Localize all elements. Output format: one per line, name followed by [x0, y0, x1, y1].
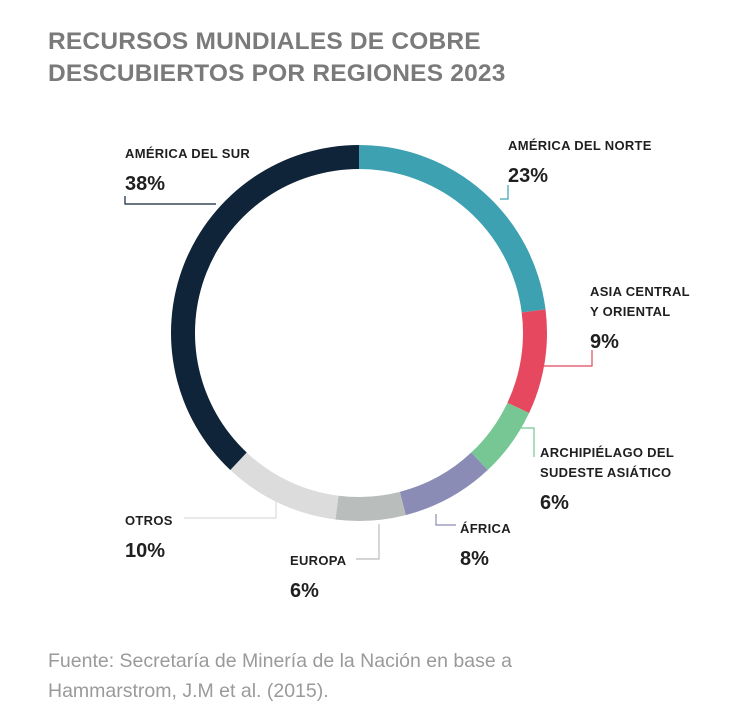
slice-value-otros: 10%: [125, 540, 165, 562]
chart-title: RECURSOS MUNDIALES DE COBRE DESCUBIERTOS…: [48, 26, 688, 90]
slice-america-del-norte: [359, 145, 546, 313]
slice-label-otros-line-1: OTROS: [125, 513, 173, 528]
label-africa: ÁFRICA 8%: [460, 521, 511, 570]
slice-label-archipielago-del-sudeste-asiatico-line-2: SUDESTE ASIÁTICO: [540, 465, 671, 480]
leader-line-america-del-norte: [500, 185, 509, 200]
slice-europa: [335, 491, 406, 521]
slice-value-europa: 6%: [290, 580, 319, 602]
slice-label-africa-line-1: ÁFRICA: [460, 521, 511, 536]
chart-title-line-2: DESCUBIERTOS POR REGIONES 2023: [48, 60, 506, 87]
source-line-2: Hammarstrom, J.M et al. (2015).: [48, 680, 329, 702]
leader-line-europa: [356, 524, 380, 560]
slice-otros: [230, 452, 339, 520]
slice-value-archipielago-del-sudeste-asiatico: 6%: [540, 492, 569, 514]
label-europa: EUROPA 6%: [290, 553, 347, 602]
slice-value-asia-central-y-oriental: 9%: [590, 331, 619, 353]
chart-title-line-1: RECURSOS MUNDIALES DE COBRE: [48, 28, 481, 55]
label-america-del-norte: AMÉRICA DEL NORTE 23%: [508, 138, 652, 187]
leader-line-otros: [184, 498, 277, 519]
slice-value-africa: 8%: [460, 548, 489, 570]
source-line-1: Fuente: Secretaría de Minería de la Naci…: [48, 650, 512, 672]
label-otros: OTROS 10%: [125, 513, 173, 562]
slice-label-europa-line-1: EUROPA: [290, 553, 347, 568]
leader-line-america-del-sur: [124, 196, 216, 205]
leader-line-africa: [435, 514, 456, 526]
label-archipielago-del-sudeste-asiatico: ARCHIPIÉLAGO DEL SUDESTE ASIÁTICO 6%: [540, 445, 674, 514]
label-asia-central-y-oriental: ASIA CENTRAL Y ORIENTAL 9%: [590, 284, 690, 353]
slice-archipielago-del-sudeste-asiatico: [471, 402, 530, 471]
leader-line-archipielago-del-sudeste-asiatico: [521, 427, 535, 457]
slice-label-archipielago-del-sudeste-asiatico-line-1: ARCHIPIÉLAGO DEL: [540, 445, 674, 460]
slice-label-asia-central-y-oriental-line-2: Y ORIENTAL: [590, 304, 671, 319]
slice-label-america-del-sur-line-1: AMÉRICA DEL SUR: [125, 146, 250, 161]
leader-line-asia-central-y-oriental: [542, 350, 593, 367]
slice-label-asia-central-y-oriental-line-1: ASIA CENTRAL: [590, 284, 690, 299]
slice-label-america-del-norte-line-1: AMÉRICA DEL NORTE: [508, 138, 652, 153]
slice-africa: [399, 452, 488, 516]
slice-asia-central-y-oriental: [507, 309, 547, 414]
slice-america-del-sur: [171, 145, 359, 471]
source-note: Fuente: Secretaría de Minería de la Naci…: [48, 646, 708, 706]
slice-value-america-del-sur: 38%: [125, 173, 165, 195]
label-america-del-sur: AMÉRICA DEL SUR 38%: [125, 146, 250, 195]
slice-value-america-del-norte: 23%: [508, 165, 548, 187]
